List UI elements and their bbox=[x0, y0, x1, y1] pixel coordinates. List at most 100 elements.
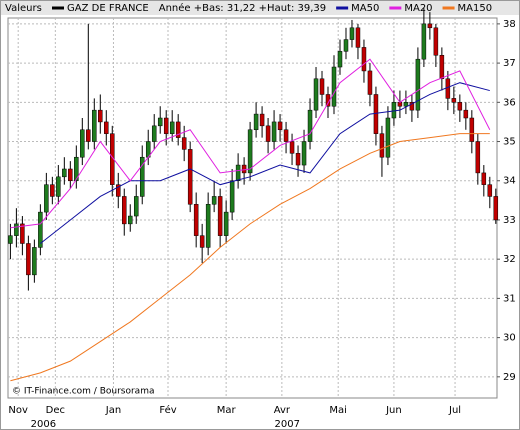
candle-body bbox=[379, 133, 385, 158]
candle-body bbox=[271, 121, 277, 142]
y-tick-label: 31 bbox=[503, 293, 516, 304]
candle-body bbox=[391, 102, 397, 119]
y-tick-label: 32 bbox=[503, 254, 516, 265]
candle-body bbox=[265, 125, 271, 142]
candle-body bbox=[56, 176, 61, 197]
x-year-label: 2007 bbox=[275, 419, 300, 430]
candle-body bbox=[32, 247, 37, 276]
candle-body bbox=[487, 184, 493, 197]
candle-body bbox=[343, 39, 349, 52]
candle-body bbox=[277, 121, 283, 131]
candle-body bbox=[241, 164, 247, 174]
candle-body bbox=[187, 149, 193, 205]
candle-body bbox=[283, 129, 289, 142]
x-tick-label: Nov bbox=[8, 405, 28, 416]
candle-body bbox=[104, 121, 109, 134]
candle-body bbox=[86, 129, 91, 142]
legend-label: MA50 bbox=[351, 3, 379, 14]
y-tick-label: 33 bbox=[503, 215, 516, 226]
candle-body bbox=[331, 66, 337, 107]
candle-body bbox=[26, 243, 31, 276]
candle-body bbox=[475, 141, 481, 174]
candle-body bbox=[8, 235, 13, 244]
candle-body bbox=[295, 153, 301, 166]
candle-body bbox=[44, 184, 49, 213]
candle-body bbox=[139, 156, 145, 197]
ma-line bbox=[10, 58, 491, 229]
candle-body bbox=[307, 109, 313, 142]
footer: © IT-Finance.com / Boursorama bbox=[12, 387, 154, 397]
candle-body bbox=[169, 121, 175, 134]
y-tick-label: 38 bbox=[503, 19, 516, 30]
candle-body bbox=[457, 102, 463, 111]
candle-body bbox=[163, 117, 169, 134]
candle-body bbox=[253, 113, 259, 131]
x-tick-label: Jul bbox=[448, 405, 461, 416]
candle-body bbox=[235, 164, 241, 181]
x-tick-label: Dec bbox=[46, 405, 65, 416]
candle-body bbox=[259, 113, 265, 127]
candle-body bbox=[74, 156, 79, 181]
legend-label: MA150 bbox=[458, 3, 493, 14]
candle-body bbox=[421, 23, 427, 60]
candle-body bbox=[133, 196, 139, 217]
header-bar bbox=[1, 1, 519, 15]
candle-body bbox=[319, 78, 325, 95]
y-tick-label: 35 bbox=[503, 137, 516, 148]
candle-body bbox=[493, 196, 499, 221]
candle-body bbox=[116, 184, 121, 197]
candle-body bbox=[463, 109, 469, 119]
x-tick-label: Avr bbox=[274, 405, 291, 416]
candle-body bbox=[385, 117, 391, 158]
header-info: Année +Bas: 31,22 +Haut: 39,39 bbox=[159, 2, 326, 14]
candle-body bbox=[50, 184, 55, 197]
legend-label: GAZ DE FRANCE bbox=[67, 3, 149, 14]
candle-body bbox=[403, 102, 409, 107]
candle-body bbox=[367, 70, 373, 95]
x-tick-label: Jan bbox=[105, 405, 121, 416]
candle-body bbox=[349, 27, 355, 40]
x-tick-label: Mar bbox=[217, 405, 237, 416]
candle-body bbox=[355, 27, 361, 48]
candle-body bbox=[38, 211, 43, 248]
y-tick-label: 34 bbox=[503, 176, 516, 187]
candle-body bbox=[409, 102, 415, 111]
candle-body bbox=[439, 55, 445, 80]
candle-body bbox=[289, 141, 295, 154]
ma-line bbox=[10, 133, 490, 382]
x-tick-label: Jun bbox=[385, 405, 402, 416]
candle-body bbox=[205, 204, 211, 248]
candle-body bbox=[445, 78, 451, 99]
plot-area bbox=[7, 17, 498, 399]
candle-body bbox=[217, 196, 223, 236]
ma-line bbox=[40, 82, 490, 244]
candle-body bbox=[122, 196, 127, 225]
legend-label: MA20 bbox=[404, 3, 432, 14]
candle-body bbox=[62, 168, 67, 178]
candle-body bbox=[361, 47, 367, 72]
candle-body bbox=[313, 78, 319, 111]
candle-body bbox=[181, 137, 187, 150]
candle-body bbox=[301, 141, 307, 166]
y-tick-label: 30 bbox=[503, 333, 516, 344]
candle-body bbox=[211, 196, 217, 205]
candle-body bbox=[175, 121, 181, 138]
x-year-label: 2006 bbox=[31, 419, 56, 430]
candle-body bbox=[98, 109, 103, 123]
candle-body bbox=[481, 172, 487, 185]
x-tick-label: Fév bbox=[159, 404, 176, 416]
candle-body bbox=[229, 180, 235, 213]
y-tick-label: 36 bbox=[503, 97, 516, 108]
candle-body bbox=[469, 117, 475, 142]
candle-body bbox=[199, 235, 205, 248]
candle-body bbox=[68, 168, 73, 181]
x-tick-label: Mai bbox=[329, 405, 347, 416]
candle-body bbox=[247, 129, 253, 174]
candle-body bbox=[14, 223, 19, 236]
candle-body bbox=[157, 117, 163, 127]
candle-body bbox=[415, 58, 421, 111]
candle-body bbox=[433, 27, 439, 56]
candle-body bbox=[373, 94, 379, 134]
candle-body bbox=[151, 125, 157, 142]
